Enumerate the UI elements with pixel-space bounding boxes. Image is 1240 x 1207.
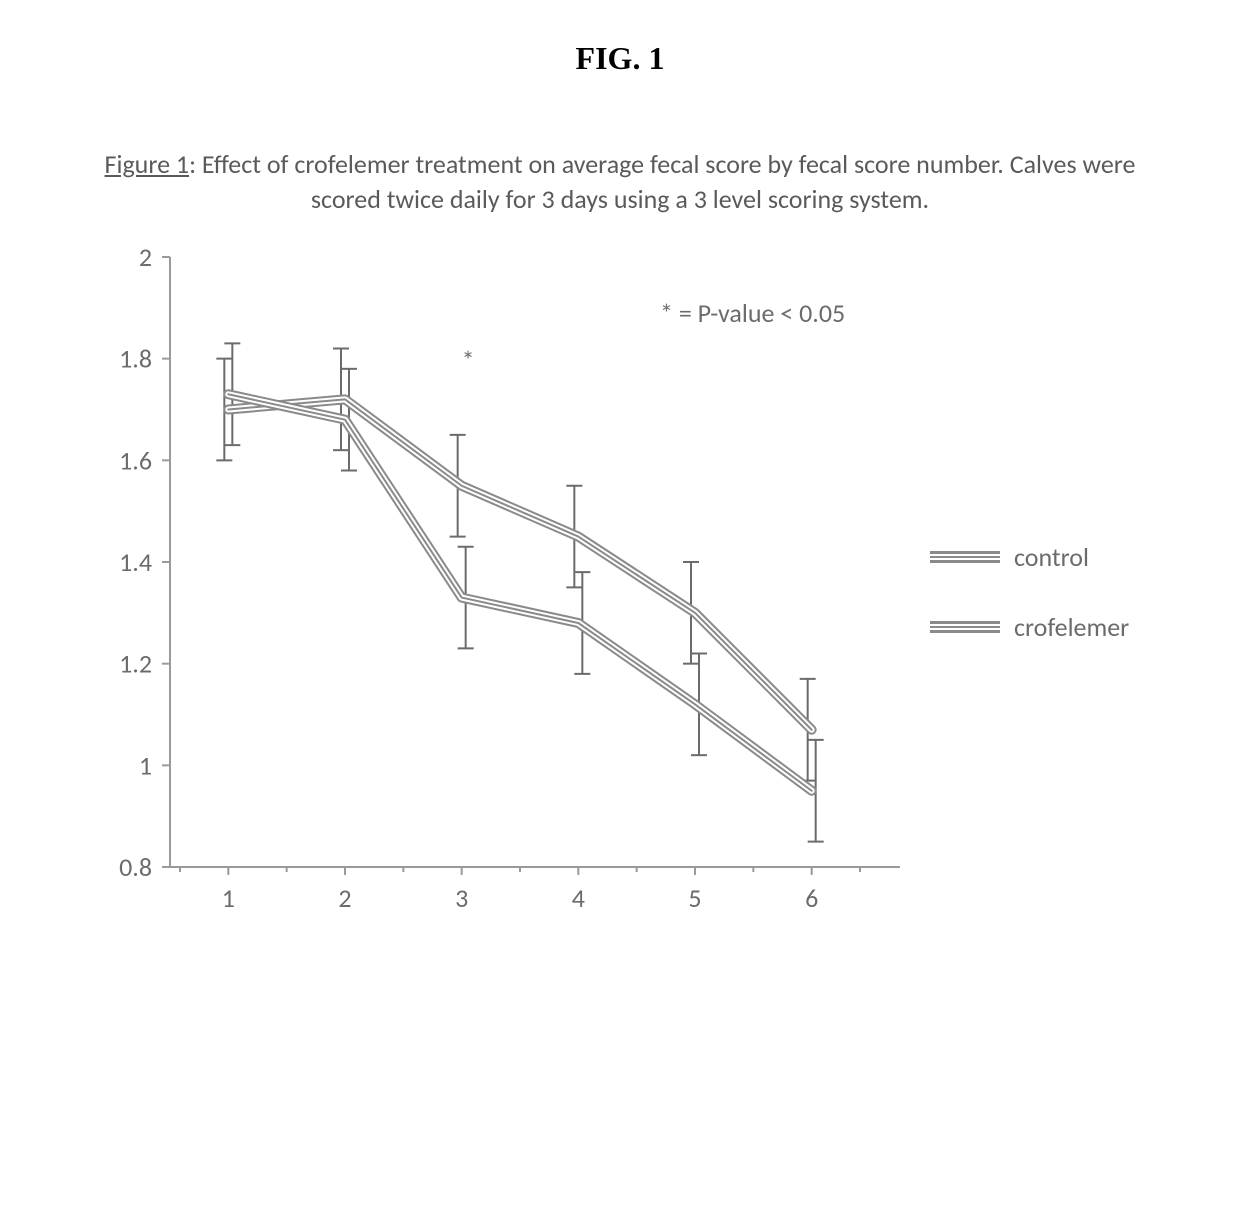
svg-text:6: 6	[805, 882, 818, 914]
svg-text:2: 2	[139, 241, 152, 273]
svg-text:control: control	[1014, 541, 1089, 573]
caption-rest: : Effect of crofelemer treatment on aver…	[189, 148, 1135, 215]
svg-text:* = P-value < 0.05: * = P-value < 0.05	[660, 297, 845, 329]
line-chart: 0.8 1 1.2 1.4 1.6 1.8 2 1 2 3 4 5 6 * * = P-value < 0.…	[60, 227, 1180, 947]
svg-text:*: *	[462, 344, 475, 376]
svg-text:1.8: 1.8	[119, 343, 152, 375]
svg-text:1.6: 1.6	[119, 445, 152, 477]
svg-text:2: 2	[338, 882, 351, 914]
svg-text:4: 4	[572, 882, 585, 914]
svg-text:3: 3	[455, 882, 468, 914]
svg-text:5: 5	[688, 882, 701, 914]
svg-text:1.4: 1.4	[119, 546, 152, 578]
svg-text:1.2: 1.2	[119, 648, 152, 680]
figure-caption: Figure 1: Effect of crofelemer treatment…	[80, 147, 1160, 217]
svg-text:0.8: 0.8	[119, 851, 152, 883]
svg-text:1: 1	[139, 750, 152, 782]
figure-heading: FIG. 1	[0, 40, 1240, 77]
chart-svg: 0.8 1 1.2 1.4 1.6 1.8 2 1 2 3 4 5 6 * * = P-value < 0.…	[60, 227, 1160, 947]
svg-text:crofelemer: crofelemer	[1014, 611, 1129, 643]
caption-lead: Figure 1	[105, 148, 190, 180]
svg-text:1: 1	[222, 882, 235, 914]
